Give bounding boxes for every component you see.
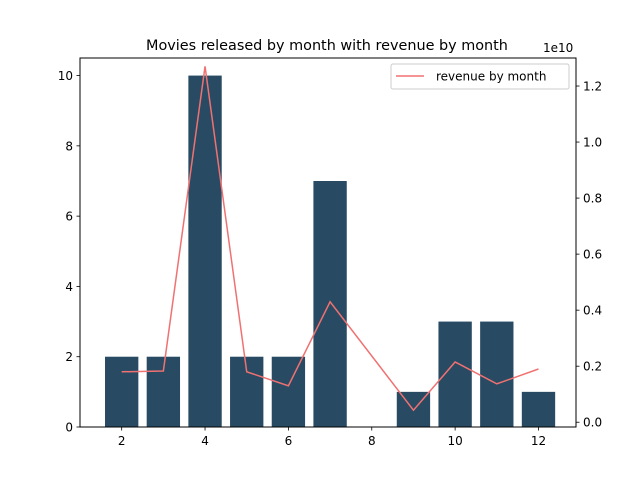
x-tick-label: 10 [447, 434, 462, 448]
bar-month-6 [271, 356, 306, 427]
y2-tick-label: 1.0 [583, 136, 602, 150]
x-axis-ticks: 2 4 6 8 10 12 [118, 427, 546, 448]
y-tick-label: 2 [65, 350, 73, 364]
legend-label: revenue by month [436, 70, 546, 84]
revenue-line-layer [121, 66, 539, 412]
chart-title: Movies released by month with revenue by… [146, 38, 508, 54]
bar-month-2 [105, 356, 139, 427]
revenue-line [121, 66, 539, 412]
y-tick-label: 0 [65, 421, 73, 435]
y-tick-label: 10 [58, 69, 73, 83]
axes-frame [79, 57, 577, 428]
legend: revenue by month [390, 63, 570, 90]
right-y-axis-ticks: 0.0 0.2 0.4 0.6 0.8 1.0 1.2 [576, 80, 602, 430]
right-axis-offset-label: 1e10 [543, 41, 573, 55]
bars-layer [105, 75, 556, 428]
x-tick-label: 4 [201, 434, 209, 448]
y2-tick-label: 0.8 [583, 192, 602, 206]
y-tick-label: 4 [65, 280, 73, 294]
y-tick-label: 8 [65, 139, 73, 153]
y2-tick-label: 0.6 [583, 248, 602, 262]
legend-box [390, 63, 570, 90]
y2-tick-label: 0.0 [583, 416, 602, 430]
y2-tick-label: 0.2 [583, 360, 602, 374]
x-tick-label: 8 [368, 434, 376, 448]
y-tick-label: 6 [65, 210, 73, 224]
left-y-axis-ticks: 0 2 4 6 8 10 [58, 69, 80, 435]
x-tick-label: 12 [531, 434, 546, 448]
x-tick-label: 2 [118, 434, 126, 448]
x-tick-label: 6 [285, 434, 293, 448]
bar-month-7 [313, 181, 347, 427]
bar-month-12 [521, 391, 556, 427]
y2-tick-label: 1.2 [583, 80, 602, 94]
bar-month-4 [188, 75, 222, 428]
bar-month-10 [438, 321, 472, 427]
y2-tick-label: 0.4 [583, 304, 602, 318]
bar-month-11 [480, 321, 514, 427]
